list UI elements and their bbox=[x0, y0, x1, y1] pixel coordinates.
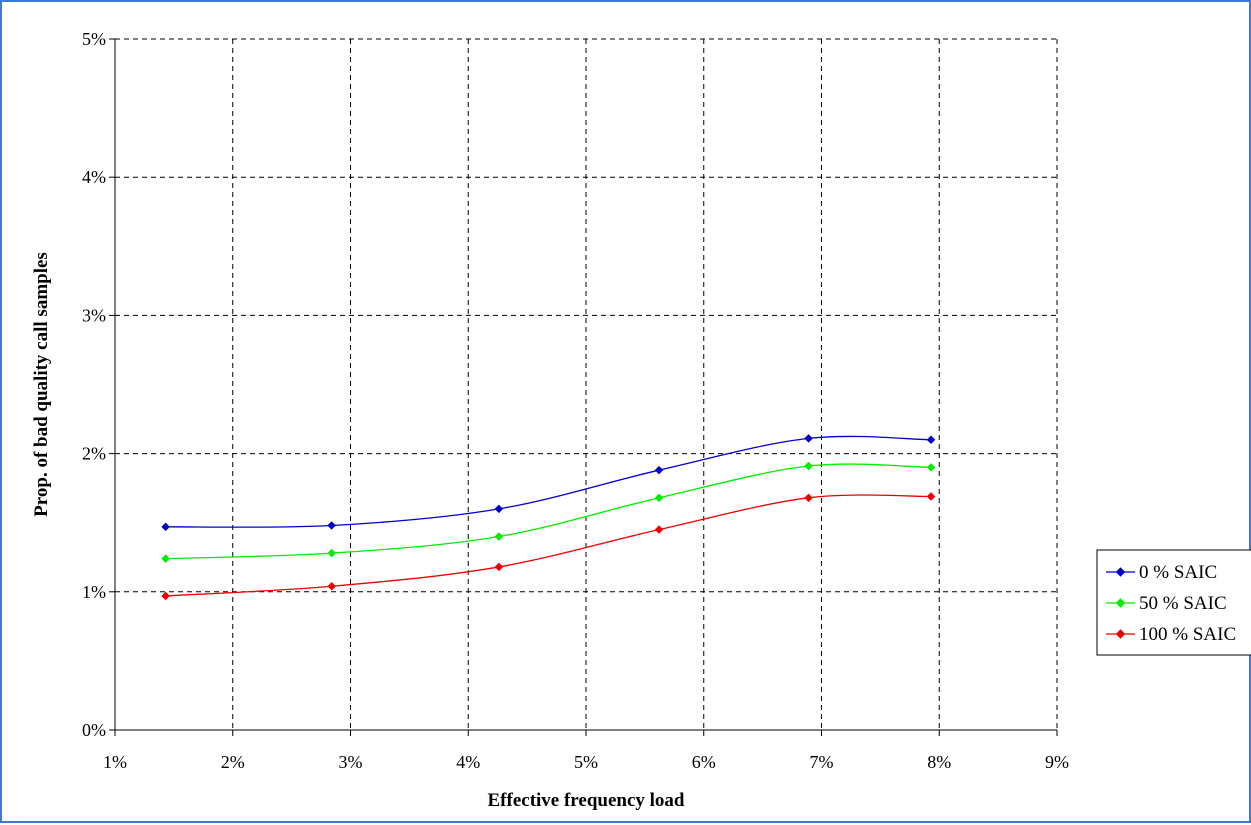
data-point bbox=[804, 434, 813, 443]
legend-label: 0 % SAIC bbox=[1139, 562, 1217, 583]
y-tick-label: 0% bbox=[82, 720, 106, 740]
data-point bbox=[327, 581, 337, 591]
data-point bbox=[161, 522, 170, 532]
axes bbox=[109, 38, 1058, 736]
x-tick-label: 3% bbox=[339, 752, 363, 772]
data-point bbox=[494, 532, 504, 541]
x-tick-label: 6% bbox=[692, 752, 716, 772]
series-line bbox=[165, 494, 932, 597]
legend-swatch-marker bbox=[1115, 629, 1126, 639]
y-tick-label: 1% bbox=[82, 582, 106, 602]
x-tick-label: 9% bbox=[1045, 752, 1069, 772]
y-tick-label: 4% bbox=[82, 167, 106, 187]
legend: 0 % SAIC 50 % SAIC 100 % SAIC bbox=[1096, 549, 1251, 656]
x-tick-label: 7% bbox=[810, 752, 834, 772]
data-point bbox=[161, 591, 170, 601]
y-tick-labels: 0% 1% 2% 3% 4% 5% bbox=[82, 29, 106, 740]
x-tick-label: 2% bbox=[221, 752, 245, 772]
x-tick-label: 5% bbox=[574, 752, 598, 772]
data-point bbox=[804, 493, 813, 503]
legend-swatch-marker bbox=[1115, 567, 1126, 577]
data-point bbox=[654, 465, 664, 475]
x-tick-label: 1% bbox=[103, 752, 127, 772]
data-point bbox=[926, 463, 936, 472]
data-point bbox=[327, 521, 337, 530]
legend-swatch-marker bbox=[1115, 598, 1126, 608]
grid bbox=[115, 38, 1058, 730]
data-point bbox=[161, 554, 170, 563]
legend-item: 0 % SAIC bbox=[1106, 562, 1217, 583]
y-tick-label: 3% bbox=[82, 305, 106, 325]
x-tick-label: 8% bbox=[927, 752, 951, 772]
series-line bbox=[165, 435, 932, 528]
data-point bbox=[327, 548, 337, 558]
data-point bbox=[654, 525, 664, 534]
legend-item: 50 % SAIC bbox=[1106, 593, 1227, 614]
series-lines bbox=[161, 434, 936, 601]
legend-label: 50 % SAIC bbox=[1139, 593, 1227, 614]
x-axis-title: Effective frequency load bbox=[488, 790, 685, 811]
data-point bbox=[926, 492, 936, 501]
series-1 bbox=[161, 461, 936, 563]
data-point bbox=[804, 461, 813, 471]
x-tick-label: 4% bbox=[456, 752, 480, 772]
series-2 bbox=[161, 492, 936, 601]
data-point bbox=[926, 435, 936, 445]
y-tick-label: 5% bbox=[82, 29, 106, 49]
y-axis-title: Prop. of bad quality call samples bbox=[31, 252, 52, 517]
data-point bbox=[654, 493, 664, 503]
y-tick-label: 2% bbox=[82, 444, 106, 464]
legend-item: 100 % SAIC bbox=[1106, 624, 1236, 645]
legend-label: 100 % SAIC bbox=[1139, 624, 1236, 645]
series-0 bbox=[161, 434, 936, 532]
data-point bbox=[494, 504, 504, 514]
series-line bbox=[165, 463, 932, 560]
data-point bbox=[494, 562, 504, 572]
x-tick-labels: 1% 2% 3% 4% 5% 6% 7% 8% 9% bbox=[103, 752, 1069, 772]
